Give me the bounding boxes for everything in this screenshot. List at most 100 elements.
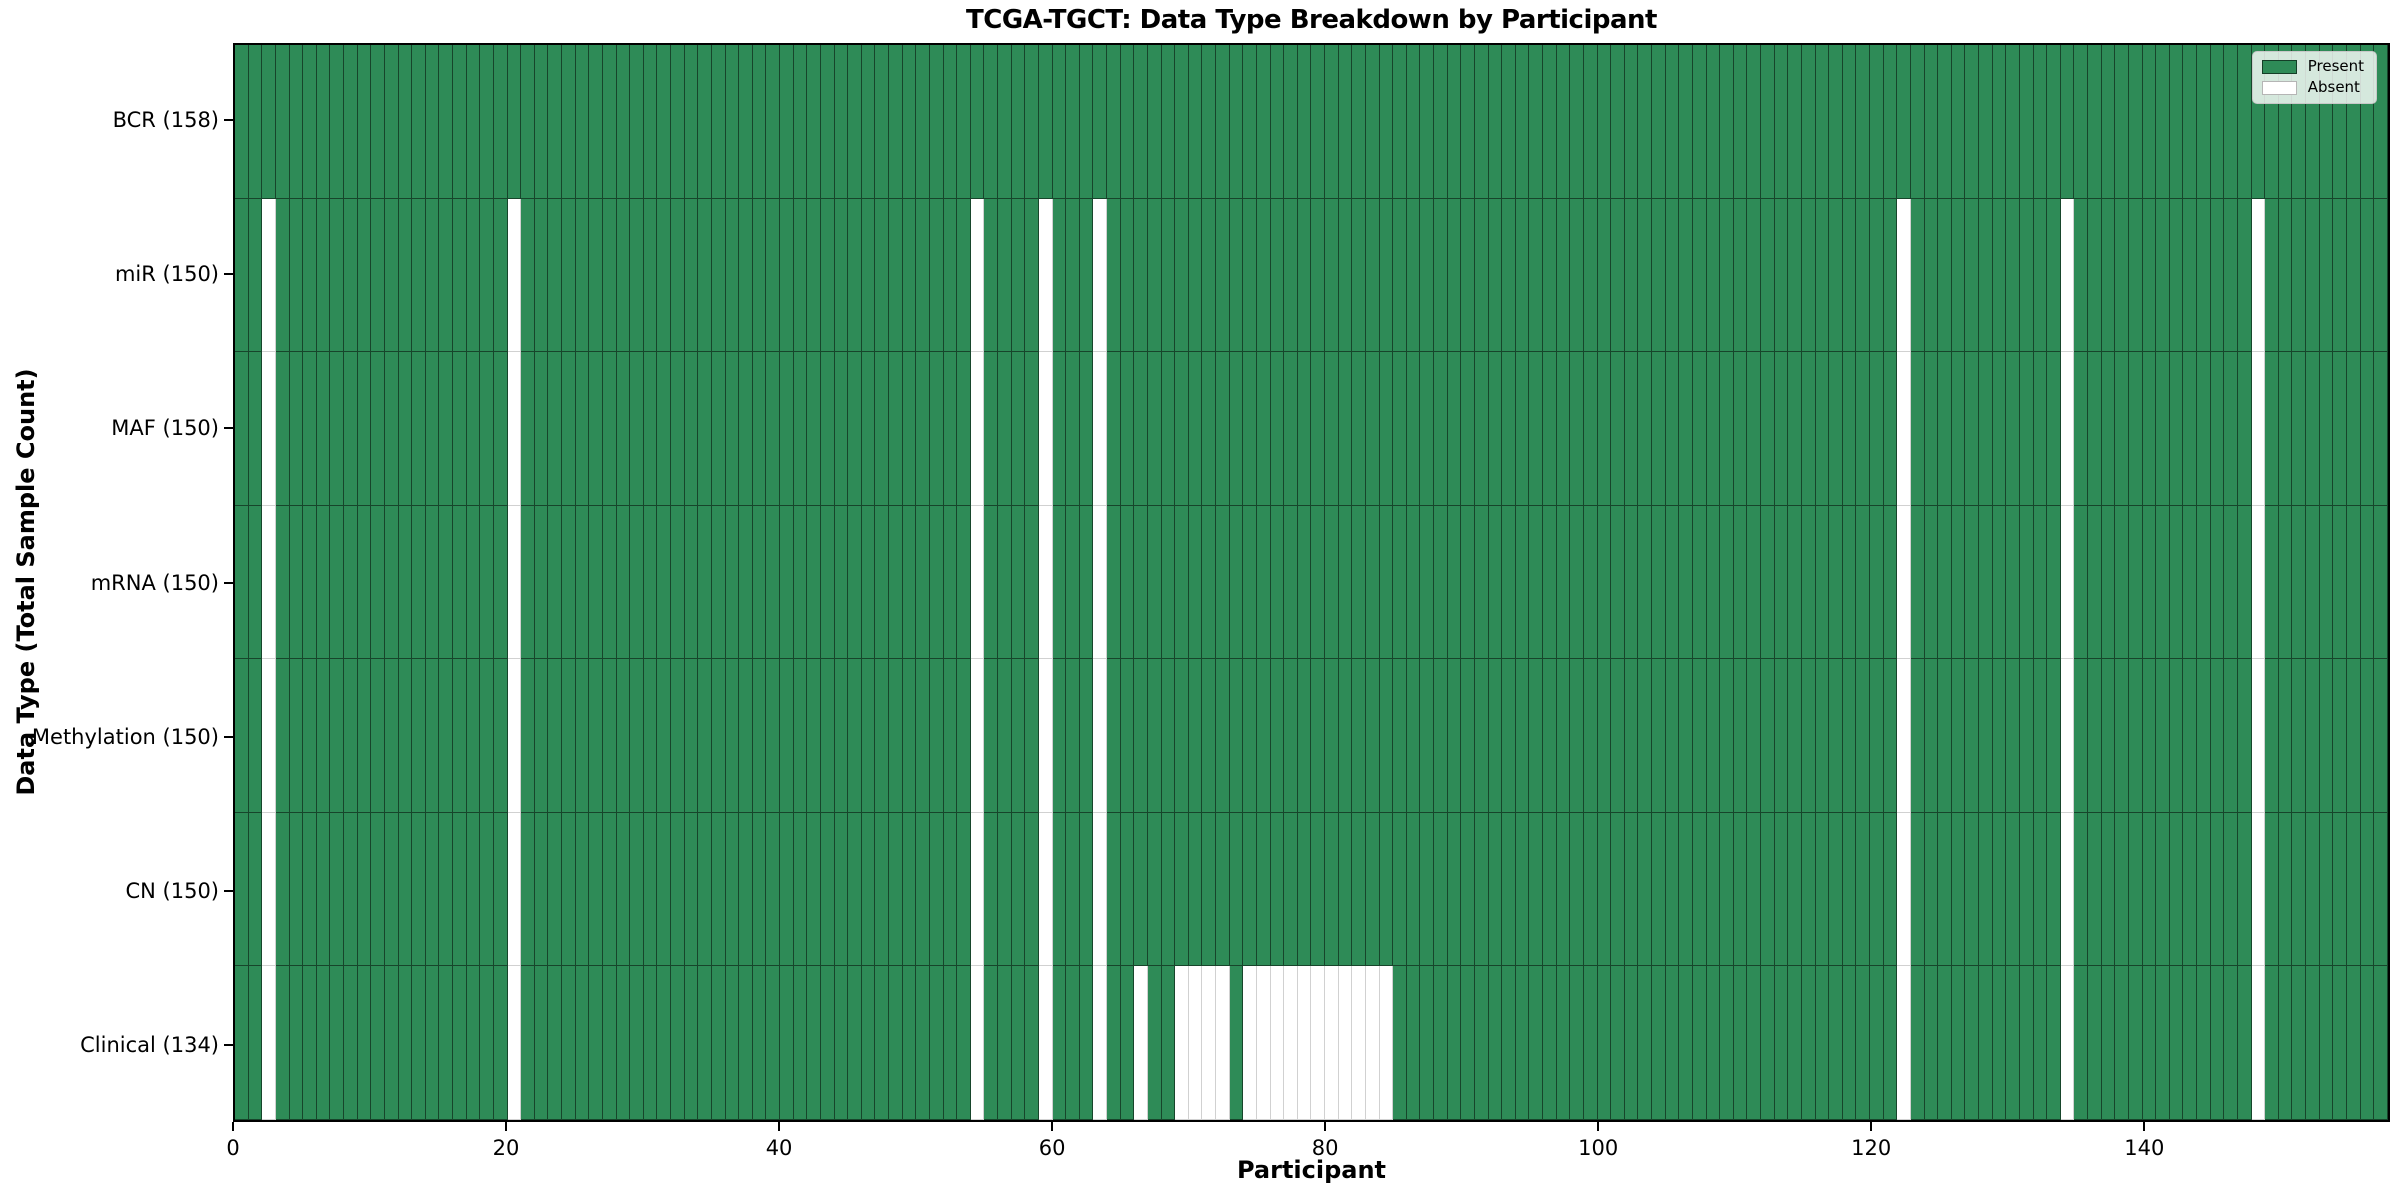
cell-MAF-65 (1120, 352, 1135, 506)
x-tick-label-20: 20 (492, 1136, 520, 1160)
cell-Methylation-17 (466, 659, 481, 813)
cell-miR-125 (1938, 198, 1952, 353)
x-tick-mark (1051, 1122, 1054, 1131)
cell-miR-2 (262, 198, 276, 353)
cell-BCR-5 (303, 45, 317, 199)
cell-miR-131 (2019, 198, 2034, 353)
cell-BCR-31 (657, 45, 671, 199)
cell-miR-107 (1692, 198, 1707, 353)
cell-Clinical-116 (1815, 966, 1830, 1121)
cell-Clinical-145 (2210, 966, 2225, 1121)
cell-MAF-154 (2333, 352, 2347, 506)
cell-MAF-77 (1284, 352, 1298, 506)
cell-Methylation-4 (289, 659, 304, 813)
cell-CN-140 (2142, 812, 2157, 967)
cell-BCR-131 (2019, 45, 2034, 199)
cell-miR-85 (1393, 198, 1407, 353)
x-tick-label-100: 100 (1578, 1136, 1619, 1160)
cell-miR-28 (616, 198, 631, 353)
cell-Clinical-67 (1147, 966, 1162, 1121)
cell-Clinical-45 (848, 966, 862, 1121)
cell-Clinical-106 (1679, 966, 1693, 1121)
legend-label-absent: Absent (2307, 78, 2360, 96)
cell-Methylation-137 (2101, 659, 2116, 813)
y-tick-label-miR: miR (150) (114, 262, 219, 287)
cell-BCR-27 (602, 45, 617, 199)
cell-Clinical-59 (1038, 966, 1053, 1121)
cell-CN-134 (2060, 812, 2075, 967)
cell-MAF-142 (2169, 352, 2184, 506)
cell-CN-30 (643, 812, 658, 967)
cell-mRNA-1 (248, 505, 263, 660)
cell-Methylation-129 (1992, 659, 2007, 813)
cell-CN-77 (1284, 812, 1298, 967)
cell-BCR-102 (1624, 45, 1639, 199)
cell-MAF-138 (2115, 352, 2129, 506)
cell-CN-108 (1706, 812, 1721, 967)
cell-CN-48 (889, 812, 903, 967)
cell-mRNA-85 (1393, 505, 1407, 660)
cell-Methylation-59 (1038, 659, 1053, 813)
cell-CN-65 (1120, 812, 1135, 967)
cell-miR-40 (780, 198, 794, 353)
cell-Methylation-113 (1774, 659, 1789, 813)
cell-MAF-41 (793, 352, 808, 506)
cell-mRNA-62 (1079, 505, 1094, 660)
cell-Methylation-97 (1556, 659, 1571, 813)
cell-mRNA-16 (453, 505, 467, 660)
cell-Clinical-98 (1570, 966, 1584, 1121)
cell-BCR-135 (2074, 45, 2088, 199)
cell-miR-150 (2278, 198, 2293, 353)
cell-CN-54 (970, 812, 985, 967)
cell-CN-29 (630, 812, 644, 967)
cell-mRNA-5 (303, 505, 317, 660)
cell-miR-11 (384, 198, 399, 353)
cell-BCR-82 (1352, 45, 1366, 199)
cell-CN-129 (1992, 812, 2007, 967)
cell-CN-3 (275, 812, 290, 967)
cell-CN-151 (2292, 812, 2306, 967)
cell-CN-123 (1910, 812, 1925, 967)
cell-CN-119 (1856, 812, 1870, 967)
cell-Clinical-14 (425, 966, 440, 1121)
cell-BCR-146 (2224, 45, 2238, 199)
cell-MAF-79 (1311, 352, 1325, 506)
cell-MAF-39 (766, 352, 780, 506)
cell-MAF-94 (1515, 352, 1530, 506)
cell-Clinical-21 (521, 966, 535, 1121)
cell-Methylation-86 (1406, 659, 1421, 813)
cell-miR-35 (711, 198, 726, 353)
cell-Methylation-145 (2210, 659, 2225, 813)
legend-label-present: Present (2307, 57, 2364, 75)
cell-mRNA-106 (1679, 505, 1693, 660)
cell-mRNA-135 (2074, 505, 2088, 660)
cell-MAF-137 (2101, 352, 2116, 506)
cell-MAF-126 (1951, 352, 1966, 506)
cell-Clinical-85 (1393, 966, 1407, 1121)
cell-Clinical-76 (1270, 966, 1285, 1121)
cell-mRNA-61 (1066, 505, 1080, 660)
cell-MAF-86 (1406, 352, 1421, 506)
cell-MAF-72 (1216, 352, 1230, 506)
cell-miR-111 (1747, 198, 1761, 353)
cell-Clinical-9 (357, 966, 372, 1121)
cell-MAF-148 (2251, 352, 2266, 506)
cell-BCR-115 (1801, 45, 1816, 199)
cell-BCR-99 (1583, 45, 1598, 199)
cell-miR-7 (330, 198, 344, 353)
cell-BCR-89 (1447, 45, 1462, 199)
cell-Methylation-71 (1202, 659, 1216, 813)
cell-MAF-88 (1434, 352, 1448, 506)
cell-MAF-157 (2374, 352, 2388, 506)
cell-miR-114 (1788, 198, 1802, 353)
cell-mRNA-22 (534, 505, 549, 660)
cell-Methylation-125 (1938, 659, 1952, 813)
cell-MAF-28 (616, 352, 631, 506)
cell-MAF-62 (1079, 352, 1094, 506)
cell-CN-56 (998, 812, 1012, 967)
cell-MAF-90 (1461, 352, 1475, 506)
cell-CN-66 (1134, 812, 1148, 967)
cell-BCR-94 (1515, 45, 1530, 199)
cell-Clinical-23 (548, 966, 562, 1121)
